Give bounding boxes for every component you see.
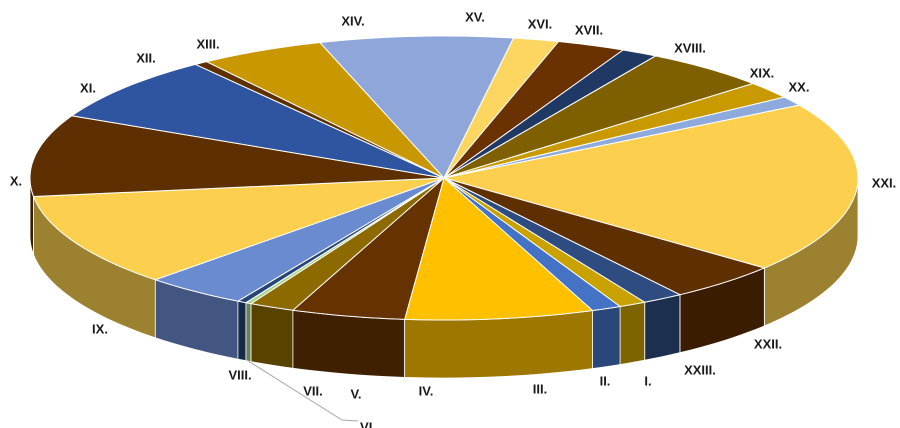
- pie-slice-xvi: [443, 41, 625, 179]
- slice-label-vi: VI.: [360, 419, 376, 428]
- slice-label-iii: III.: [533, 381, 547, 396]
- slice-label-ii: II.: [600, 373, 611, 388]
- slice-label-xxi: XXI.: [872, 175, 897, 190]
- pie-side-i: [619, 301, 646, 365]
- pie-side-ii: [592, 306, 621, 370]
- slice-label-xiv: XIV.: [341, 13, 364, 28]
- slice-label-xix: XIX.: [750, 65, 775, 80]
- pie-side-vi: [245, 302, 252, 363]
- slice-label-xvii: XVII.: [575, 22, 603, 37]
- slice-label-xi: XI.: [80, 80, 96, 95]
- pie-slice-xi: [70, 63, 445, 179]
- slice-label-x: X.: [10, 173, 22, 188]
- slice-label-xxii: XXII.: [754, 336, 782, 351]
- slice-labels: I. II. III. IV. V. VI. VII. VIII. IX. X. XI. XII. XI…: [10, 9, 896, 428]
- slice-label-xxiii: XXIII.: [684, 362, 716, 377]
- slice-label-xiii: XIII.: [196, 36, 219, 51]
- pie-side-v: [250, 303, 294, 369]
- pie-slice-x: [29, 115, 445, 198]
- slice-label-ix: IX.: [92, 321, 108, 336]
- label-leaders: [248, 360, 359, 422]
- slice-label-xviii: XVIII.: [674, 40, 706, 55]
- pie-side-iii: [404, 310, 593, 379]
- slice-label-v: V.: [350, 386, 361, 401]
- pie-sides: [29, 177, 859, 379]
- slice-label-viii: VIII.: [228, 367, 251, 382]
- pie-tops: [29, 35, 859, 321]
- slice-label-iv: IV.: [419, 383, 434, 398]
- pie-slice-xix: [443, 82, 786, 179]
- pie-slice-viii: [153, 177, 445, 302]
- pie-slice-xv: [443, 37, 560, 179]
- pie-slice-v: [249, 177, 445, 311]
- pie-side-vii: [237, 300, 247, 362]
- pie-slice-iii: [404, 177, 594, 321]
- slice-label-xvi: XVI.: [528, 16, 553, 31]
- slice-label-xv: XV.: [465, 9, 485, 24]
- pie-slice-iv: [291, 176, 445, 320]
- leader-line-vi: [248, 360, 359, 422]
- pie-slice-xxii: [443, 177, 766, 296]
- pie-slice-xxi: [443, 104, 859, 269]
- pie-slice-xvii: [443, 49, 657, 179]
- slice-label-vii: VII.: [303, 383, 323, 398]
- pie-slice-xviii: [443, 55, 755, 179]
- pie-slice-xxiii: [443, 177, 682, 303]
- pie-slice-xiv: [318, 35, 515, 179]
- slice-label-xx: XX.: [789, 79, 810, 94]
- pie-slice-ix: [32, 177, 445, 281]
- pie-slice-xiii: [205, 41, 445, 179]
- slice-label-xii: XII.: [136, 50, 156, 65]
- slice-label-i: I.: [644, 373, 651, 388]
- pie-side-iv: [292, 309, 406, 378]
- pie-side-xxiii: [644, 294, 681, 361]
